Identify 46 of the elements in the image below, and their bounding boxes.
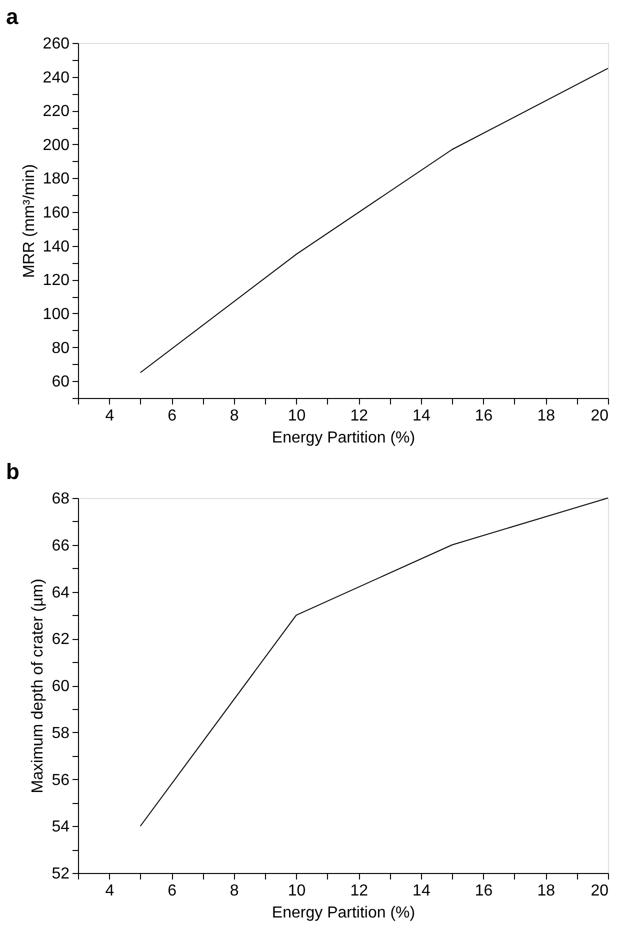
x-tick-label: 14 [412, 882, 430, 900]
x-tick-label: 10 [288, 882, 306, 900]
x-tick-label: 14 [412, 408, 430, 424]
y-tick-label: 220 [42, 103, 70, 120]
y-tick-label: 66 [52, 537, 70, 554]
y-tick-label: 140 [42, 238, 70, 256]
y-tick-label: 64 [52, 584, 70, 602]
x-tick-label: 6 [168, 882, 177, 900]
y-tick-label: 68 [52, 490, 70, 508]
line-series [140, 498, 608, 827]
chart-title: b [6, 459, 20, 484]
y-tick-label: 240 [42, 69, 70, 86]
chart-title: a [6, 4, 19, 29]
x-tick-label: 8 [230, 882, 239, 900]
y-tick-label: 52 [52, 866, 70, 882]
y-tick-label: 60 [52, 678, 70, 695]
x-tick-label: 6 [168, 408, 177, 424]
x-tick-label: 16 [474, 882, 493, 900]
y-tick-label: 54 [52, 818, 70, 836]
x-tick-label: 4 [105, 882, 114, 900]
x-tick-label: 4 [105, 408, 114, 424]
y-axis-title: MRR (mm³/min) [20, 164, 38, 278]
x-tick-label: 20 [590, 882, 609, 900]
x-tick-label: 10 [288, 408, 306, 424]
x-axis-title: Energy Partition (%) [272, 904, 416, 922]
y-tick-label: 160 [42, 204, 70, 222]
x-tick-label: 12 [350, 408, 368, 424]
y-tick-label: 60 [52, 374, 70, 391]
y-tick-label: 58 [52, 724, 70, 742]
y-tick-label: 180 [42, 170, 70, 188]
y-tick-label: 56 [52, 772, 70, 789]
y-tick-label: 200 [42, 136, 70, 154]
y-tick-label: 260 [42, 36, 70, 52]
y-tick-label: 120 [42, 272, 70, 290]
x-tick-label: 16 [474, 408, 493, 424]
x-tick-label: 20 [590, 408, 609, 424]
line-series [140, 68, 608, 374]
y-axis-title: Maximum depth of crater (µm) [30, 578, 47, 794]
y-tick-label: 80 [52, 340, 70, 357]
x-tick-label: 18 [537, 882, 556, 900]
x-tick-label: 8 [230, 408, 239, 424]
x-tick-label: 18 [537, 408, 556, 424]
x-tick-label: 12 [350, 882, 368, 900]
x-axis-title: Energy Partition (%) [272, 430, 416, 446]
y-tick-label: 62 [52, 631, 70, 648]
y-tick-label: 100 [42, 306, 70, 323]
